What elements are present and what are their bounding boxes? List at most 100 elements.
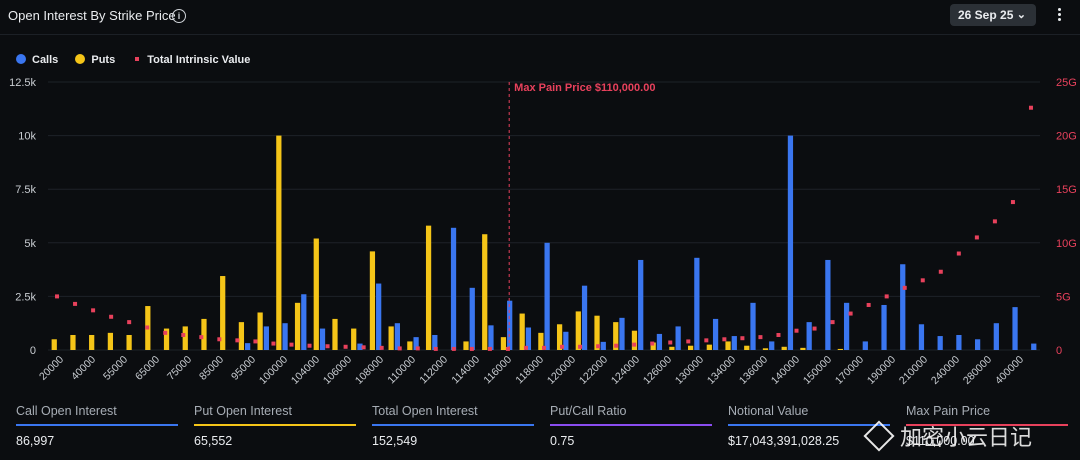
intrinsic-value-point (560, 344, 565, 349)
put-bar (725, 341, 731, 350)
call-bar (301, 294, 307, 350)
intrinsic-value-point (325, 344, 330, 349)
intrinsic-value-point (812, 326, 817, 331)
intrinsic-value-point (343, 344, 348, 349)
call-bar (581, 285, 588, 350)
intrinsic-value-point (956, 251, 961, 256)
intrinsic-value-point (542, 345, 546, 350)
intrinsic-value-point (379, 345, 384, 350)
x-tick-label: 85000 (197, 354, 226, 383)
summary-stats: Call Open Interest 86,997 Put Open Intere… (0, 400, 1080, 460)
call-bar (1031, 343, 1037, 350)
intrinsic-value-point (1010, 200, 1015, 205)
intrinsic-value-point (866, 302, 871, 307)
stat-max-pain: Max Pain Price $110,000.00 (906, 404, 1070, 448)
call-bar (544, 242, 550, 350)
y-left-tick-label: 12.5k (9, 77, 36, 89)
x-tick-label: 65000 (133, 354, 162, 383)
call-bar (787, 135, 794, 350)
legend-calls[interactable]: Calls (16, 54, 58, 66)
intrinsic-value-point (668, 340, 673, 345)
call-bar (694, 257, 700, 350)
intrinsic-value-point (650, 341, 655, 346)
x-tick-label: 400000 (993, 354, 1026, 387)
call-bar (993, 323, 999, 350)
put-bar (51, 339, 57, 350)
y-right-tick-label: 20G (1056, 131, 1077, 143)
call-bar (525, 327, 532, 350)
intrinsic-value-point (884, 294, 889, 299)
intrinsic-value-point (776, 332, 781, 337)
intrinsic-value-point (127, 320, 132, 325)
put-bar (744, 345, 750, 350)
call-bar (600, 341, 606, 350)
put-bar (538, 332, 544, 350)
x-tick-label: 150000 (801, 354, 834, 387)
call-bar (712, 318, 719, 350)
put-bar (519, 313, 525, 350)
y-right-tick-label: 15G (1056, 184, 1077, 196)
call-bar (507, 300, 513, 350)
intrinsic-value-point (523, 345, 528, 350)
call-bar (413, 337, 419, 350)
x-tick-label: 210000 (897, 354, 930, 387)
intrinsic-value-point (1028, 105, 1033, 110)
more-options-icon[interactable] (1054, 6, 1064, 26)
put-bar (89, 334, 95, 350)
intrinsic-value-point (181, 332, 186, 337)
call-bar (956, 334, 962, 350)
call-bar (881, 304, 887, 350)
call-bar (825, 259, 831, 350)
x-tick-label: 122000 (577, 354, 610, 387)
intrinsic-value-point (920, 278, 925, 283)
put-bar (70, 334, 76, 350)
chart-legend: Calls Puts Total Intrinsic Value (16, 54, 264, 66)
stat-call-oi: Call Open Interest 86,997 (16, 404, 180, 448)
put-bar (220, 276, 226, 350)
intrinsic-value-point (469, 346, 474, 351)
intrinsic-value-point (73, 301, 78, 306)
put-bar (556, 324, 563, 350)
stat-put-oi: Put Open Interest 65,552 (194, 404, 358, 448)
call-bar (731, 336, 737, 350)
call-bar (245, 343, 251, 350)
intrinsic-value-point (632, 342, 637, 347)
put-bar (687, 345, 694, 350)
put-bar (126, 334, 132, 350)
put-bar (463, 341, 469, 350)
put-bar (257, 312, 263, 350)
intrinsic-value-point (758, 335, 763, 340)
x-tick-label: 118000 (513, 354, 546, 387)
put-bar (500, 337, 507, 350)
y-right-tick-label: 10G (1056, 238, 1077, 250)
call-bar (656, 333, 663, 350)
intrinsic-value-point (902, 285, 907, 290)
call-bar (900, 264, 906, 350)
intrinsic-value-point (433, 346, 438, 351)
call-bar (263, 326, 269, 350)
info-icon[interactable]: i (172, 9, 186, 23)
expiry-date-dropdown[interactable]: 26 Sep 25 ⌄ (950, 4, 1036, 26)
x-tick-label: 240000 (929, 354, 962, 387)
chart-title: Open Interest By Strike Price (8, 8, 176, 23)
x-tick-label: 95000 (229, 354, 258, 383)
put-bar (613, 322, 619, 350)
legend-puts[interactable]: Puts (75, 54, 115, 66)
put-bar (238, 322, 245, 350)
x-tick-label: 108000 (353, 354, 386, 387)
put-bar (313, 238, 319, 350)
intrinsic-value-point (145, 325, 150, 330)
x-tick-label: 190000 (865, 354, 898, 387)
y-left-tick-label: 7.5k (15, 184, 36, 196)
chart-header: Open Interest By Strike Price i 26 Sep 2… (0, 0, 1080, 35)
legend-intrinsic[interactable]: Total Intrinsic Value (132, 54, 250, 66)
put-bar (669, 346, 675, 350)
intrinsic-value-point (704, 338, 709, 343)
call-bar (750, 302, 756, 350)
x-tick-label: 75000 (165, 354, 194, 383)
call-bar (937, 336, 943, 350)
intrinsic-value-point (794, 328, 799, 333)
y-right-tick-label: 0 (1056, 345, 1062, 357)
intrinsic-value-point (830, 320, 835, 325)
expiry-date-label: 26 Sep 25 (958, 8, 1014, 22)
